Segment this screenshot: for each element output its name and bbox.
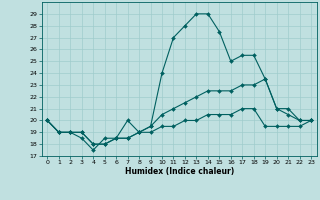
X-axis label: Humidex (Indice chaleur): Humidex (Indice chaleur) (124, 167, 234, 176)
